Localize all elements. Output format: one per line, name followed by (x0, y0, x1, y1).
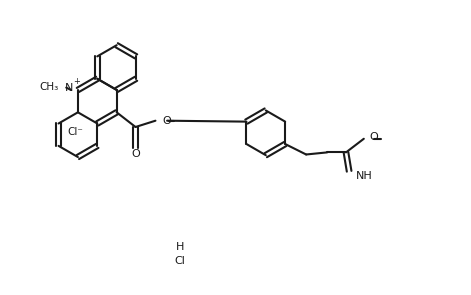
Text: O: O (162, 116, 171, 126)
Text: H: H (175, 242, 184, 252)
Text: CH₃: CH₃ (39, 82, 58, 92)
Text: N: N (65, 83, 73, 93)
Text: O: O (369, 132, 378, 142)
Text: NH: NH (356, 171, 373, 181)
Text: +: + (73, 77, 81, 86)
Text: Cl: Cl (174, 256, 185, 266)
Text: O: O (131, 149, 140, 158)
Text: Cl⁻: Cl⁻ (68, 127, 83, 137)
